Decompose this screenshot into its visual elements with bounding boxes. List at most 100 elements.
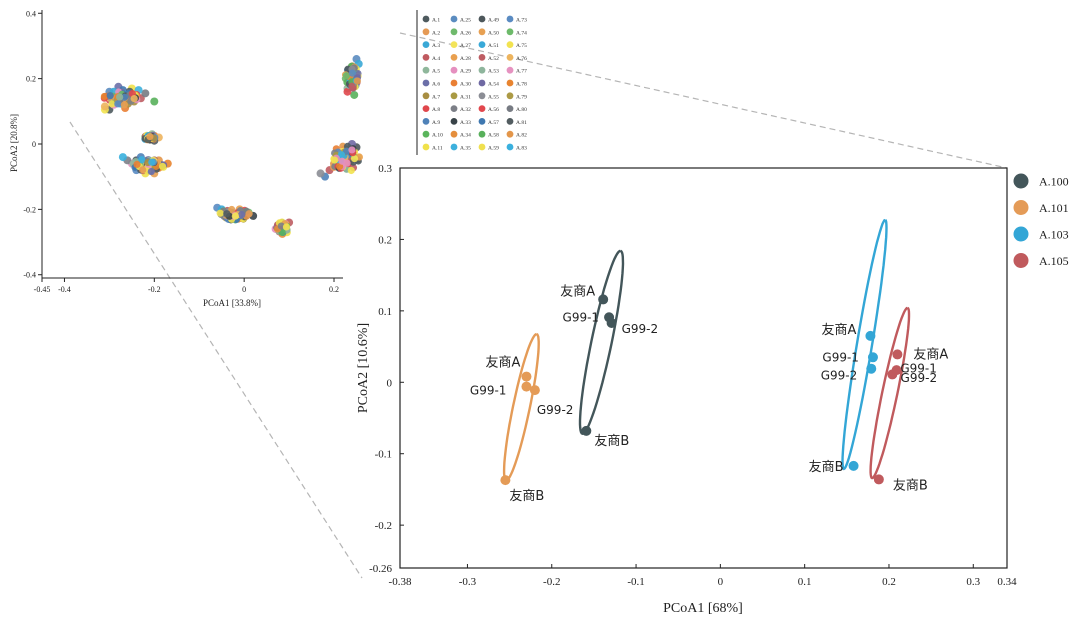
detail-point — [581, 425, 592, 436]
detail-y-tick-label: 0.2 — [378, 234, 392, 246]
overview-point — [138, 156, 146, 164]
overview-cluster — [141, 130, 163, 145]
overview-legend-label: A.3 — [432, 43, 440, 49]
detail-legend: A.100 A.101 A.103 A.105 — [1013, 173, 1069, 268]
overview-point — [120, 101, 129, 109]
overview-legend-marker — [450, 105, 458, 112]
overview-legend-marker — [506, 15, 514, 23]
overview-point — [223, 210, 231, 218]
detail-point — [500, 475, 511, 486]
detail-legend-label: A.100 — [1039, 175, 1069, 189]
overview-pcoa-panel: A.1 A.2 A.3 A.4 A.5 A.6 A.7 A.8 A.9 A.10 A.11 A.25 A… — [9, 9, 527, 308]
overview-legend-entry: A.3 — [422, 41, 440, 49]
detail-y-tick-label: -0.2 — [375, 520, 392, 532]
overview-cluster — [213, 203, 258, 224]
overview-legend-marker — [506, 28, 514, 36]
overview-legend-label: A.27 — [460, 43, 471, 49]
overview-point — [141, 89, 150, 98]
overview-legend-entry: A.25 — [450, 15, 471, 24]
overview-y-tick-label: 0 — [32, 140, 36, 149]
overview-legend-label: A.55 — [488, 94, 499, 100]
overview-legend-label: A.59 — [488, 146, 499, 152]
overview-legend-label: A.52 — [488, 56, 499, 62]
overview-legend-marker — [478, 28, 486, 36]
detail-point-label: 友商A — [486, 355, 521, 371]
overview-legend-entry: A.51 — [478, 41, 499, 49]
overview-point — [108, 100, 116, 108]
overview-legend-label: A.29 — [460, 69, 471, 75]
detail-point-label: G99-2 — [901, 371, 938, 385]
overview-legend-entry: A.52 — [478, 54, 499, 62]
overview-legend-label: A.79 — [516, 94, 527, 100]
overview-point — [114, 100, 122, 108]
detail-point-label: 友商B — [893, 477, 928, 493]
overview-legend-marker — [450, 143, 458, 151]
overview-legend-marker — [450, 54, 458, 61]
detail-point-label: G99-1 — [822, 350, 859, 364]
overview-legend-entry: A.11 — [422, 143, 443, 152]
overview-clusters — [100, 55, 363, 238]
detail-legend-entry: A.101 — [1013, 200, 1069, 215]
detail-x-tick-label: 0.34 — [997, 576, 1017, 588]
overview-legend-label: A.81 — [516, 120, 527, 126]
overview-legend-label: A.78 — [516, 82, 527, 88]
detail-point — [873, 474, 884, 485]
detail-point-label: G99-1 — [900, 361, 937, 375]
overview-legend-marker — [422, 143, 430, 151]
overview-legend-entry: A.59 — [478, 143, 499, 152]
overview-point — [350, 154, 359, 163]
overview-legend-entry: A.77 — [506, 66, 527, 75]
detail-point-label: 友商A — [913, 346, 948, 362]
detail-point-label: 友商B — [809, 459, 844, 475]
overview-legend-entry: A.56 — [478, 105, 499, 113]
detail-x-tick-label: -0.3 — [459, 576, 477, 588]
overview-point — [116, 93, 124, 101]
overview-legend-entry: A.9 — [422, 118, 440, 126]
detail-point — [521, 381, 532, 392]
overview-legend-entry: A.76 — [506, 54, 527, 62]
overview-legend-label: A.11 — [432, 146, 443, 152]
overview-legend-marker — [422, 66, 430, 74]
overview-legend-marker — [422, 118, 430, 125]
overview-legend-marker — [506, 105, 514, 112]
overview-x-tick-label: 0 — [242, 285, 246, 294]
detail-point-label: G99-2 — [622, 322, 659, 336]
detail-point — [848, 460, 859, 471]
detail-point — [598, 294, 609, 305]
detail-point-label: G99-2 — [821, 369, 858, 383]
overview-point — [348, 146, 356, 154]
overview-legend-label: A.4 — [432, 56, 440, 62]
overview-x-tick-label: -0.2 — [148, 285, 161, 294]
overview-legend-entry: A.1 — [422, 15, 440, 24]
overview-legend-label: A.73 — [516, 18, 527, 24]
overview-legend-entry: A.82 — [506, 130, 527, 139]
overview-legend-marker — [478, 105, 486, 112]
detail-x-tick-label: 0.2 — [882, 576, 896, 588]
overview-cluster — [100, 82, 159, 114]
overview-legend-label: A.56 — [488, 107, 499, 113]
detail-point — [867, 352, 878, 363]
overview-legend-marker — [506, 118, 514, 125]
overview-legend-label: A.49 — [488, 18, 499, 24]
overview-legend-label: A.35 — [460, 146, 471, 152]
overview-y-tick-label: -0.4 — [23, 271, 36, 280]
detail-x-ticks: -0.38 -0.3 -0.2 -0.1 0 0.1 0.2 0.3 0.34 — [389, 564, 1017, 588]
overview-legend-marker — [422, 41, 430, 48]
overview-cluster — [341, 55, 363, 99]
detail-point-label: 友商B — [509, 488, 544, 504]
overview-point — [316, 169, 325, 178]
detail-legend-entry: A.103 — [1013, 226, 1069, 242]
detail-point — [521, 371, 532, 382]
overview-point — [106, 92, 114, 100]
overview-legend-entry: A.4 — [422, 54, 440, 62]
overview-legend-label: A.57 — [488, 120, 499, 126]
overview-legend-label: A.51 — [488, 43, 499, 49]
overview-legend-entry: A.35 — [450, 143, 471, 152]
detail-y-ticks: 0.3 0.2 0.1 0 -0.1 -0.2 -0.26 — [369, 163, 404, 575]
overview-legend-label: A.2 — [432, 30, 440, 36]
overview-legend-entry: A.34 — [450, 130, 471, 139]
overview-legend-marker — [506, 130, 514, 138]
overview-legend-label: A.83 — [516, 146, 527, 152]
